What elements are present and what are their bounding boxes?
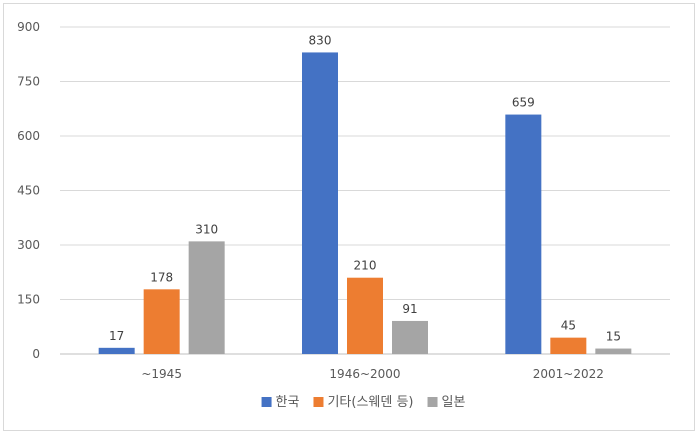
y-tick-label: 600	[17, 129, 40, 143]
y-tick-label: 150	[17, 293, 40, 307]
bar-1-0	[302, 52, 338, 354]
bar-0-2	[188, 241, 225, 354]
bar-1-1	[347, 277, 383, 354]
y-tick-label: 300	[17, 238, 40, 252]
chart-frame	[3, 3, 695, 431]
x-axis-categories: ~1945 1946~2000 2001~2022	[141, 367, 604, 381]
legend: 한국 기타(스웨덴 등) 일본	[261, 395, 466, 410]
bars	[98, 52, 632, 355]
legend-swatch	[427, 397, 438, 407]
data-label: 91	[402, 302, 417, 316]
y-tick-label: 750	[17, 75, 40, 89]
bar-0-1	[143, 289, 180, 354]
legend-swatch	[261, 397, 272, 407]
data-label: 659	[512, 96, 535, 110]
data-label: 15	[606, 330, 621, 344]
bar-2-2	[595, 348, 632, 354]
x-category-label: 1946~2000	[329, 367, 400, 381]
x-category-label: 2001~2022	[533, 367, 604, 381]
y-tick-label: 0	[32, 347, 40, 361]
legend-label: 일본	[442, 395, 466, 410]
y-axis-ticks: 0 150 300 450 600 750 900	[17, 20, 40, 361]
data-label: 178	[150, 270, 173, 284]
data-label: 17	[109, 329, 124, 343]
x-category-label: ~1945	[141, 367, 182, 381]
bar-0-0	[98, 347, 135, 354]
data-labels: 17 178 310 830 210 91 659 45 15	[109, 33, 621, 343]
data-label: 830	[309, 33, 332, 47]
data-label: 310	[195, 222, 218, 236]
legend-label: 기타(스웨덴 등)	[327, 395, 413, 410]
y-tick-label: 450	[17, 184, 40, 198]
bar-2-0	[505, 114, 542, 355]
y-tick-label: 900	[17, 20, 40, 34]
legend-label: 한국	[276, 395, 300, 410]
bar-2-1	[550, 337, 587, 354]
legend-swatch	[313, 397, 324, 407]
bar-1-2	[392, 320, 428, 354]
data-label: 210	[354, 259, 377, 273]
data-label: 45	[561, 319, 576, 333]
